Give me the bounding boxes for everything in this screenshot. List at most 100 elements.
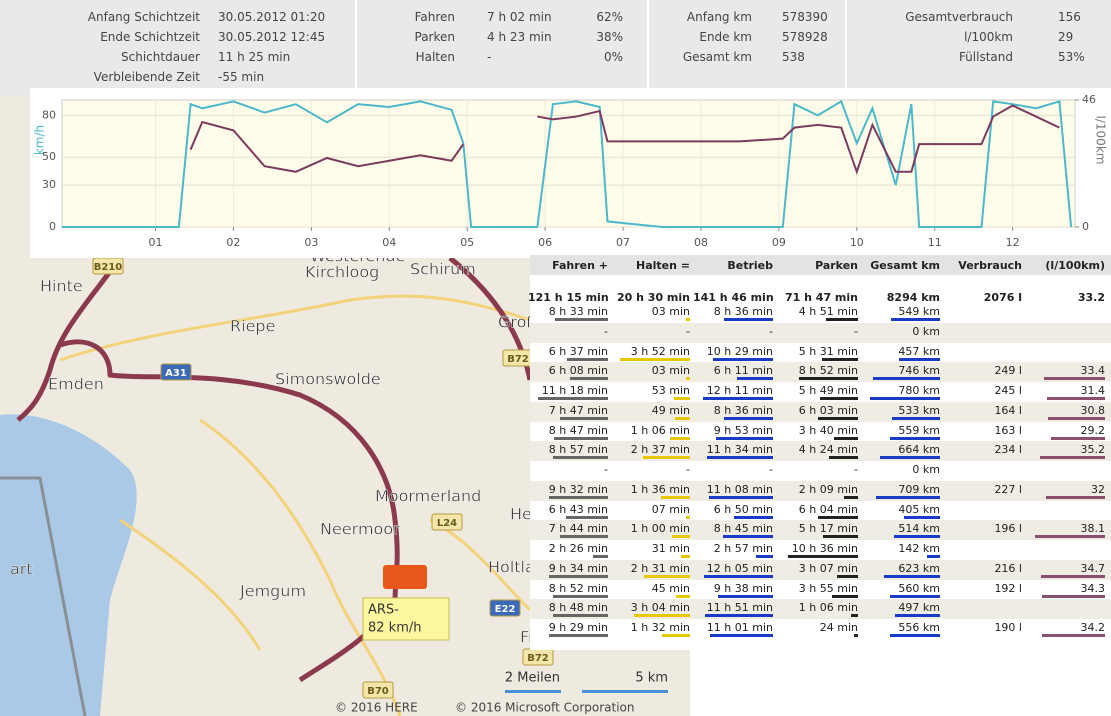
cell-bar [844,496,858,499]
table-cell: 29.2 [1025,424,1105,437]
place-label: Moormerland [375,487,481,506]
field-label: Halten [416,50,455,64]
field-value: 578928 [782,30,828,44]
cell-bar [723,535,773,538]
table-cell: 549 km [860,305,940,318]
table-cell: 8 h 52 min [528,582,608,595]
field-value: 7 h 02 min [487,10,552,24]
truck-icon[interactable] [383,565,427,589]
cell-bar [554,437,608,440]
x-tick-label: 10 [850,236,864,249]
table-cell: 03 min [610,364,690,377]
y-tick-label: 50 [42,150,56,163]
field-label: Fahren [415,10,455,24]
field-label: Schichtdauer [121,50,200,64]
cell-bar [822,358,858,361]
table-cell: - [528,463,608,476]
table-cell: 196 l [942,522,1022,535]
cell-bar [620,358,690,361]
road-label: B210 [94,262,123,273]
column-header: Gesamt km [860,259,940,272]
cell-bar [837,575,858,578]
y2-tick-label: 0 [1082,220,1089,233]
blank [690,650,1111,716]
table-cell: 9 h 53 min [693,424,773,437]
table-cell: 9 h 29 min [528,621,608,634]
field-value: 30.05.2012 01:20 [218,10,325,24]
cell-bar [724,318,773,321]
field-value: 29 [1058,30,1073,44]
table-cell: 709 km [860,483,940,496]
cell-bar [567,358,608,361]
cell-bar [553,614,608,617]
table-cell: 6 h 11 min [693,364,773,377]
cell-bar [899,358,940,361]
table-cell: 0 km [860,325,940,338]
table-cell: 30.8 [1025,404,1105,417]
table-cell: - [528,325,608,338]
x-tick-label: 01 [149,236,163,249]
table-cell: 5 h 31 min [778,345,858,358]
cell-bar [670,437,690,440]
table-cell: 216 l [942,562,1022,575]
place-label: Jemgum [239,582,306,601]
cell-bar [1041,575,1105,578]
scale-bar [582,690,668,693]
cell-bar [709,496,773,499]
table-cell: - [693,325,773,338]
total-cell: 33.2 [1025,291,1105,304]
table-cell: 6 h 08 min [528,364,608,377]
divider [647,0,649,95]
cell-bar [1051,437,1105,440]
table-cell: 32 [1025,483,1105,496]
column-header: Fahren + [528,259,608,272]
place-label: Simonswolde [275,370,381,389]
field-value: 30.05.2012 12:45 [218,30,325,44]
popup-text: 82 km/h [368,621,422,636]
table-cell: 38.1 [1025,522,1105,535]
table-cell: 3 h 52 min [610,345,690,358]
cell-bar [1042,634,1105,637]
cell-bar [716,437,773,440]
field-label: Ende km [699,30,752,44]
table-cell: 623 km [860,562,940,575]
summary-panel: Anfang Schichtzeit30.05.2012 01:20Ende S… [0,0,1111,95]
scale-label: 2 Meilen [505,671,560,686]
plot-area [62,100,1075,227]
table-cell: 12 h 05 min [693,562,773,575]
cell-bar [820,397,858,400]
table-cell: 1 h 00 min [610,522,690,535]
cell-bar [724,417,773,420]
cell-bar [560,417,608,420]
table-cell: 7 h 47 min [528,404,608,417]
table-cell: 163 l [942,424,1022,437]
cell-bar [566,516,608,519]
place-label: Schirum [410,260,476,279]
cell-bar [818,516,858,519]
column-header: (l/100km) [1025,259,1105,272]
table-cell: 0 km [860,463,940,476]
cell-bar [718,595,773,598]
table-cell: 11 h 08 min [693,483,773,496]
cell-bar [1046,496,1105,499]
cell-bar [549,575,608,578]
road-label: E22 [495,604,516,615]
cell-bar [661,496,690,499]
table-cell: 8 h 47 min [528,424,608,437]
cell-bar [891,318,940,321]
table-cell: 2 h 37 min [610,443,690,456]
cell-bar [686,516,690,519]
x-tick-label: 09 [772,236,786,249]
cell-bar [895,614,940,617]
place-label: Hinte [40,277,83,296]
table-cell: 746 km [860,364,940,377]
cell-bar [553,456,608,459]
table-cell: 6 h 50 min [693,503,773,516]
table-cell: 560 km [860,582,940,595]
table-cell: - [778,325,858,338]
scale-bar [505,690,561,693]
total-cell: 141 h 46 min [693,291,773,304]
table-cell: 03 min [610,305,690,318]
cell-bar [643,456,690,459]
cell-bar [823,535,858,538]
